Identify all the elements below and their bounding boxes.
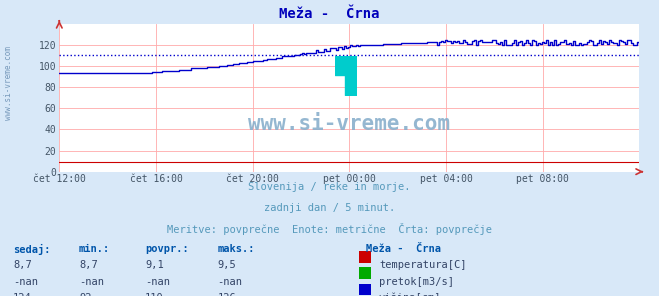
Text: www.si-vreme.com: www.si-vreme.com (248, 114, 450, 134)
Text: 9,1: 9,1 (145, 260, 163, 271)
Text: višina[cm]: višina[cm] (379, 293, 442, 296)
Text: 8,7: 8,7 (79, 260, 98, 271)
Text: Meža -  Črna: Meža - Črna (279, 7, 380, 21)
Text: 126: 126 (217, 293, 236, 296)
Text: 110: 110 (145, 293, 163, 296)
Text: zadnji dan / 5 minut.: zadnji dan / 5 minut. (264, 203, 395, 213)
Text: temperatura[C]: temperatura[C] (379, 260, 467, 271)
Text: min.:: min.: (79, 244, 110, 254)
Text: Slovenija / reke in morje.: Slovenija / reke in morje. (248, 182, 411, 192)
Text: 9,5: 9,5 (217, 260, 236, 271)
Text: -nan: -nan (217, 277, 243, 287)
Text: maks.:: maks.: (217, 244, 255, 254)
Text: povpr.:: povpr.: (145, 244, 188, 254)
Text: -nan: -nan (79, 277, 104, 287)
Text: www.si-vreme.com: www.si-vreme.com (4, 46, 13, 120)
Text: Meritve: povprečne  Enote: metrične  Črta: povprečje: Meritve: povprečne Enote: metrične Črta:… (167, 223, 492, 236)
Text: 92: 92 (79, 293, 92, 296)
Text: 8,7: 8,7 (13, 260, 32, 271)
Text: pretok[m3/s]: pretok[m3/s] (379, 277, 454, 287)
Text: Meža -  Črna: Meža - Črna (366, 244, 441, 254)
Text: -nan: -nan (145, 277, 170, 287)
Text: 124: 124 (13, 293, 32, 296)
Text: -nan: -nan (13, 277, 38, 287)
Text: sedaj:: sedaj: (13, 244, 51, 255)
